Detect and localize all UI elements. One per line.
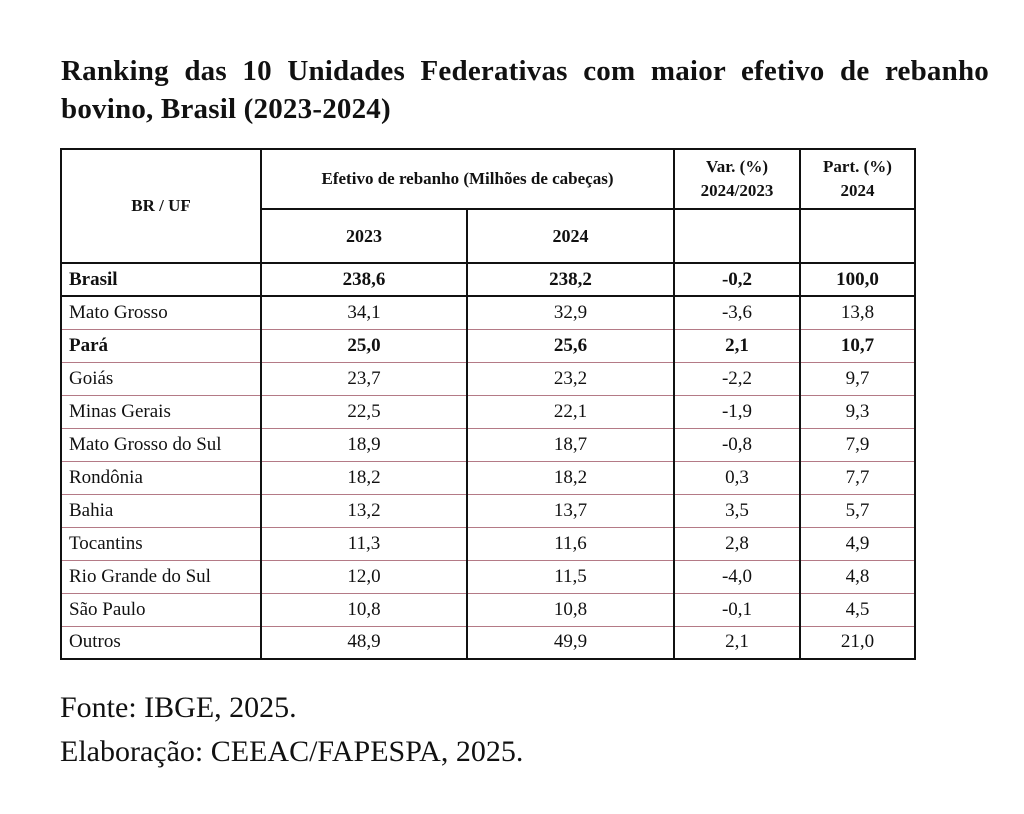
- cell-part: 21,0: [799, 625, 916, 660]
- cell-part: 4,5: [799, 592, 916, 627]
- cell-2024: 32,9: [466, 295, 675, 330]
- table-row: Pará 25,0 25,6 2,1 10,7: [60, 328, 916, 363]
- cell-uf: Pará: [60, 328, 262, 363]
- cell-var: -1,9: [673, 394, 801, 429]
- header-var-line1: Var. (%): [705, 157, 769, 176]
- cell-var: -0,1: [673, 592, 801, 627]
- cell-uf: Bahia: [60, 493, 262, 528]
- ranking-table: BR / UF Efetivo de rebanho (Milhões de c…: [60, 148, 916, 660]
- cell-2023: 48,9: [260, 625, 468, 660]
- cell-var: 2,1: [673, 625, 801, 660]
- cell-2023: 238,6: [260, 262, 468, 297]
- cell-uf: Tocantins: [60, 526, 262, 561]
- table-row: Goiás 23,7 23,2 -2,2 9,7: [60, 361, 916, 396]
- header-part-line1: Part. (%): [823, 157, 892, 176]
- cell-uf: Mato Grosso: [60, 295, 262, 330]
- cell-2024: 11,5: [466, 559, 675, 594]
- cell-uf: Rondônia: [60, 460, 262, 495]
- header-year-2024: 2024: [466, 208, 675, 264]
- cell-part: 100,0: [799, 262, 916, 297]
- cell-part: 10,7: [799, 328, 916, 363]
- header-part: Part. (%) 2024: [799, 148, 916, 210]
- table-row: Outros 48,9 49,9 2,1 21,0: [60, 625, 916, 660]
- cell-part: 7,9: [799, 427, 916, 462]
- cell-2024: 11,6: [466, 526, 675, 561]
- cell-uf: Goiás: [60, 361, 262, 396]
- cell-uf: Brasil: [60, 262, 262, 297]
- cell-2024: 23,2: [466, 361, 675, 396]
- cell-uf: Outros: [60, 625, 262, 660]
- cell-2023: 10,8: [260, 592, 468, 627]
- cell-2023: 11,3: [260, 526, 468, 561]
- subheader-row: 2023 2024: [61, 208, 916, 264]
- table-row: Mato Grosso 34,1 32,9 -3,6 13,8: [60, 295, 916, 330]
- cell-2024: 238,2: [466, 262, 675, 297]
- cell-2023: 18,2: [260, 460, 468, 495]
- cell-2023: 34,1: [260, 295, 468, 330]
- cell-2024: 49,9: [466, 625, 675, 660]
- cell-2023: 22,5: [260, 394, 468, 429]
- cell-2023: 25,0: [260, 328, 468, 363]
- table-row: Minas Gerais 22,5 22,1 -1,9 9,3: [60, 394, 916, 429]
- cell-uf: Minas Gerais: [60, 394, 262, 429]
- cell-2024: 25,6: [466, 328, 675, 363]
- cell-2023: 13,2: [260, 493, 468, 528]
- table-row: Mato Grosso do Sul 18,9 18,7 -0,8 7,9: [60, 427, 916, 462]
- table-row: Rondônia 18,2 18,2 0,3 7,7: [60, 460, 916, 495]
- cell-var: 3,5: [673, 493, 801, 528]
- cell-2024: 10,8: [466, 592, 675, 627]
- header-year-2023: 2023: [260, 208, 468, 264]
- cell-uf: Rio Grande do Sul: [60, 559, 262, 594]
- cell-var: -0,2: [673, 262, 801, 297]
- cell-uf: São Paulo: [60, 592, 262, 627]
- cell-2024: 18,2: [466, 460, 675, 495]
- cell-var: -3,6: [673, 295, 801, 330]
- header-efetivo: Efetivo de rebanho (Milhões de cabeças): [260, 148, 675, 210]
- header-part-empty: [799, 208, 916, 264]
- cell-var: -2,2: [673, 361, 801, 396]
- cell-2023: 18,9: [260, 427, 468, 462]
- cell-part: 9,3: [799, 394, 916, 429]
- table-row: Tocantins 11,3 11,6 2,8 4,9: [60, 526, 916, 561]
- cell-part: 9,7: [799, 361, 916, 396]
- cell-2024: 18,7: [466, 427, 675, 462]
- table-row: Rio Grande do Sul 12,0 11,5 -4,0 4,8: [60, 559, 916, 594]
- cell-var: -4,0: [673, 559, 801, 594]
- cell-2023: 12,0: [260, 559, 468, 594]
- table-row: São Paulo 10,8 10,8 -0,1 4,5: [60, 592, 916, 627]
- table-title: Ranking das 10 Unidades Federativas com …: [61, 55, 989, 125]
- cell-var: 2,8: [673, 526, 801, 561]
- cell-part: 5,7: [799, 493, 916, 528]
- cell-var: 0,3: [673, 460, 801, 495]
- credit-note: Elaboração: CEEAC/FAPESPA, 2025.: [60, 735, 524, 768]
- cell-2024: 22,1: [466, 394, 675, 429]
- header-var-line2: 2024/2023: [700, 181, 774, 200]
- cell-part: 13,8: [799, 295, 916, 330]
- cell-var: 2,1: [673, 328, 801, 363]
- header-var-empty: [673, 208, 801, 264]
- cell-part: 4,9: [799, 526, 916, 561]
- cell-uf: Mato Grosso do Sul: [60, 427, 262, 462]
- header-row: BR / UF Efetivo de rebanho (Milhões de c…: [60, 148, 916, 264]
- table-row: Bahia 13,2 13,7 3,5 5,7: [60, 493, 916, 528]
- table-row: Brasil 238,6 238,2 -0,2 100,0: [60, 262, 916, 297]
- source-note: Fonte: IBGE, 2025.: [60, 691, 297, 724]
- header-uf: BR / UF: [60, 148, 262, 264]
- cell-2024: 13,7: [466, 493, 675, 528]
- cell-part: 4,8: [799, 559, 916, 594]
- cell-var: -0,8: [673, 427, 801, 462]
- header-var: Var. (%) 2024/2023: [673, 148, 801, 210]
- header-part-line2: 2024: [840, 181, 875, 200]
- cell-part: 7,7: [799, 460, 916, 495]
- cell-2023: 23,7: [260, 361, 468, 396]
